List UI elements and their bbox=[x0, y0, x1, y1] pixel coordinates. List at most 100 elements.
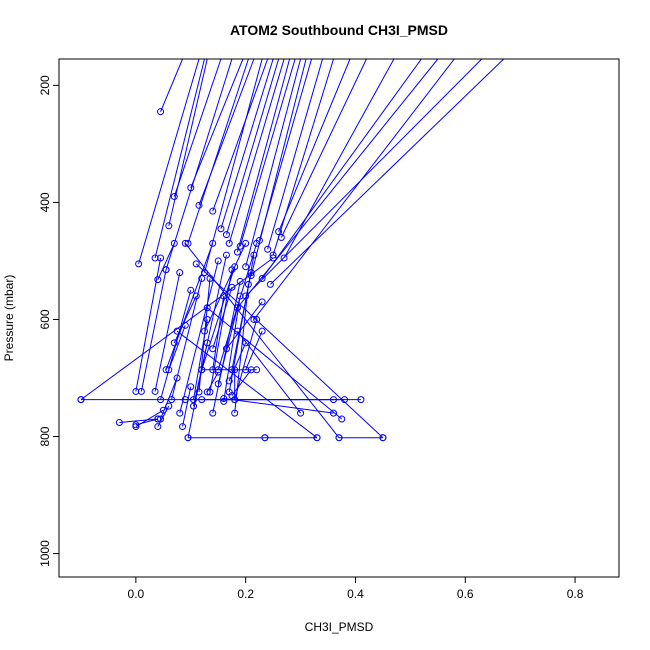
data-point bbox=[157, 396, 165, 404]
series-line bbox=[223, 397, 334, 414]
series-line bbox=[176, 330, 318, 439]
series-line bbox=[280, 59, 367, 238]
data-point bbox=[170, 193, 178, 201]
data-point bbox=[225, 239, 233, 247]
series-60 bbox=[192, 260, 387, 442]
series-line bbox=[195, 263, 384, 439]
data-point bbox=[220, 394, 228, 402]
data-point bbox=[115, 418, 123, 426]
series-20 bbox=[264, 59, 324, 253]
data-point bbox=[151, 254, 159, 262]
series-line bbox=[223, 295, 241, 402]
series-3 bbox=[151, 59, 205, 262]
series-15 bbox=[233, 59, 291, 256]
series-64 bbox=[335, 434, 387, 442]
x-axis: 0.0 0.2 0.4 0.6 0.8 bbox=[128, 577, 584, 601]
series-line bbox=[206, 307, 343, 420]
series-82 bbox=[228, 366, 255, 400]
data-point bbox=[247, 366, 255, 374]
x-tick-label: 0.4 bbox=[347, 587, 364, 601]
data-point bbox=[132, 387, 140, 395]
data-point bbox=[247, 269, 255, 277]
series-23 bbox=[277, 59, 367, 242]
data-point bbox=[258, 298, 266, 306]
data-point bbox=[157, 254, 165, 262]
data-point bbox=[192, 292, 200, 300]
data-point bbox=[135, 260, 143, 268]
data-point bbox=[203, 315, 211, 323]
data-point bbox=[77, 396, 85, 404]
series-line bbox=[261, 59, 422, 279]
data-point bbox=[233, 248, 241, 256]
series-26 bbox=[250, 59, 455, 323]
data-point bbox=[187, 286, 195, 294]
data-point bbox=[154, 423, 162, 431]
series-7 bbox=[187, 59, 244, 192]
data-point bbox=[192, 260, 200, 268]
data-point bbox=[195, 388, 203, 396]
series-line bbox=[173, 295, 197, 344]
data-point bbox=[261, 434, 269, 442]
series-25 bbox=[258, 59, 422, 282]
series-58 bbox=[233, 327, 305, 417]
series-80 bbox=[154, 239, 178, 284]
series-38 bbox=[176, 257, 222, 417]
series-line bbox=[204, 59, 263, 273]
data-point bbox=[231, 366, 239, 374]
data-point bbox=[242, 339, 250, 347]
data-point bbox=[228, 283, 236, 291]
series-line bbox=[160, 377, 178, 420]
data-point bbox=[187, 184, 195, 192]
series-line bbox=[220, 59, 274, 229]
series-24 bbox=[280, 59, 395, 262]
series-12 bbox=[217, 59, 274, 233]
series-line bbox=[237, 59, 439, 309]
plot-area bbox=[77, 59, 505, 442]
y-tick-label: 200 bbox=[38, 75, 52, 95]
data-point bbox=[222, 251, 230, 259]
data-point bbox=[217, 225, 225, 233]
series-line bbox=[198, 278, 211, 393]
series-line bbox=[173, 59, 222, 197]
series-line bbox=[234, 284, 249, 414]
series-line bbox=[236, 59, 291, 253]
series-27 bbox=[242, 59, 483, 300]
series-line bbox=[258, 59, 313, 241]
y-axis-label: Pressure (mbar) bbox=[2, 275, 16, 362]
series-line bbox=[198, 59, 255, 206]
data-point bbox=[275, 228, 283, 236]
data-point bbox=[280, 254, 288, 262]
series-line bbox=[239, 59, 296, 247]
series-line bbox=[212, 281, 241, 414]
series-52 bbox=[222, 298, 266, 353]
data-point bbox=[253, 366, 261, 374]
series-55 bbox=[198, 396, 365, 404]
series-line bbox=[157, 243, 175, 280]
series-66 bbox=[179, 383, 195, 431]
series-line bbox=[160, 59, 183, 112]
series-line bbox=[226, 301, 263, 350]
series-14 bbox=[225, 59, 285, 247]
data-point bbox=[330, 409, 338, 417]
series-line bbox=[168, 59, 208, 226]
series-line bbox=[157, 405, 170, 427]
series-28 bbox=[266, 59, 505, 288]
series-5 bbox=[165, 59, 208, 230]
series-line bbox=[272, 59, 334, 256]
series-43 bbox=[209, 277, 244, 417]
data-point bbox=[157, 108, 165, 116]
data-point bbox=[266, 280, 274, 288]
data-point bbox=[165, 366, 173, 374]
series-line bbox=[231, 369, 252, 396]
data-point bbox=[264, 245, 272, 253]
series-line bbox=[140, 269, 167, 392]
series-29 bbox=[233, 59, 439, 312]
series-line bbox=[228, 59, 285, 244]
series-line bbox=[245, 59, 302, 267]
series-line bbox=[267, 59, 324, 250]
series-line bbox=[204, 243, 247, 332]
data-point bbox=[176, 409, 184, 417]
data-point bbox=[228, 392, 236, 400]
data-point bbox=[236, 292, 244, 300]
x-axis-label: CH3I_PMSD bbox=[305, 620, 374, 634]
